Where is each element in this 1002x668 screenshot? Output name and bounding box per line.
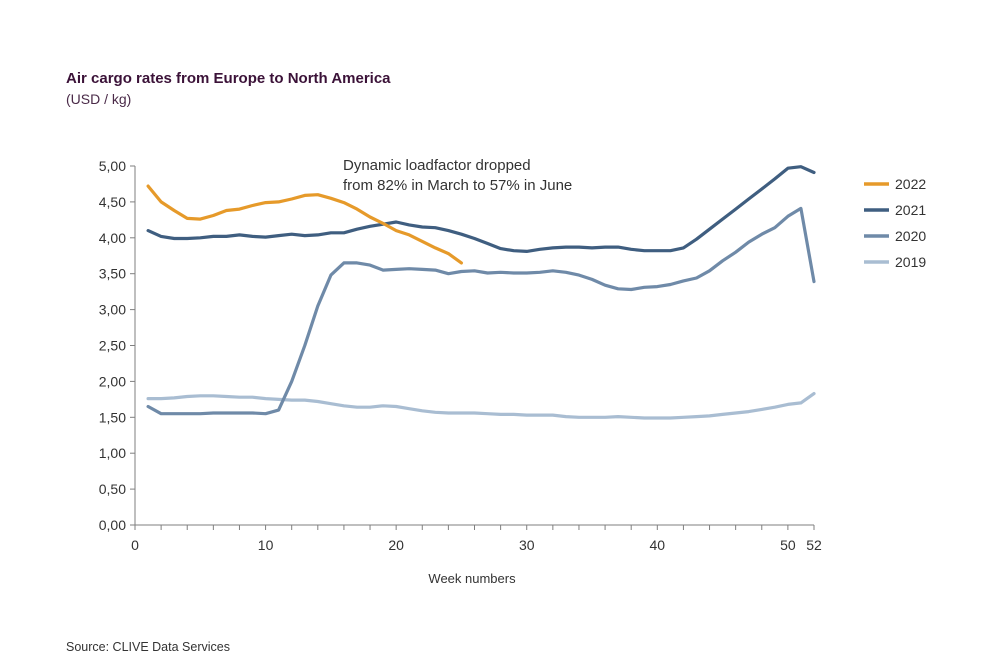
x-tick-label: 40 [650,537,666,553]
axes: 0,00 0,50 1,00 1,50 2,00 2,50 3,00 3,50 4,00 4,50… [99,158,822,553]
series-line-2021 [146,165,816,253]
legend-label-2019: 2019 [895,254,926,270]
legend-label-2020: 2020 [895,228,926,244]
x-tick-label: 30 [519,537,535,553]
y-tick-label: 2,50 [99,338,126,354]
x-tick-label: 50 [780,537,796,553]
x-tick-label: 0 [131,537,139,553]
series-lines [146,165,816,420]
source-note: Source: CLIVE Data Services [66,640,230,654]
y-tick-label: 1,00 [99,445,126,461]
x-tick-label: 52 [806,537,822,553]
series-line-2019 [146,392,816,420]
legend-label-2022: 2022 [895,176,926,192]
y-tick-label: 5,00 [99,158,126,174]
y-tick-label: 0,50 [99,481,126,497]
legend-label-2021: 2021 [895,202,926,218]
x-tick-label: 20 [388,537,404,553]
y-tick-label: 2,00 [99,373,126,389]
y-tick-label: 0,00 [99,517,126,533]
y-tick-label: 4,00 [99,230,126,246]
y-tick-label: 4,50 [99,194,126,210]
x-axis-label: Week numbers [428,571,516,586]
annotation-line-2: from 82% in March to 57% in June [343,177,572,194]
chart-subtitle: (USD / kg) [66,91,132,107]
y-tick-label: 3,00 [99,302,126,318]
legend: 2022 2021 2020 2019 [864,176,926,270]
chart-title: Air cargo rates from Europe to North Ame… [66,70,391,87]
series-line-2020 [146,206,816,416]
annotation-line-1: Dynamic loadfactor dropped [343,157,531,174]
series-line-2022 [146,184,463,265]
x-tick-label: 10 [258,537,274,553]
y-tick-label: 1,50 [99,409,126,425]
y-tick-label: 3,50 [99,266,126,282]
